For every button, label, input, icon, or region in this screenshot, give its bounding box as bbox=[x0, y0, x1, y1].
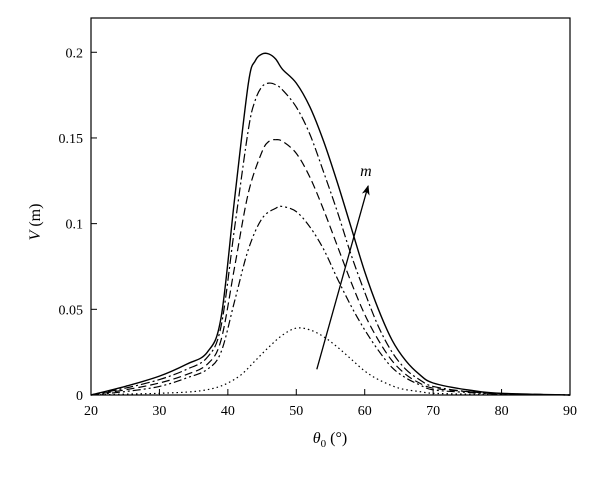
x-tick-label: 60 bbox=[358, 404, 372, 419]
y-tick-label: 0.2 bbox=[66, 46, 84, 61]
m-arrow bbox=[316, 184, 370, 370]
y-tick-label: 0 bbox=[76, 389, 83, 404]
m-annotation-label: m bbox=[360, 163, 372, 180]
x-tick-label: 30 bbox=[152, 404, 166, 419]
plot-frame bbox=[90, 17, 571, 396]
x-tick-label: 40 bbox=[221, 404, 235, 419]
series-line-dashed bbox=[90, 139, 571, 396]
x-tick-label: 20 bbox=[84, 404, 98, 419]
y-tick-label: 0.15 bbox=[59, 132, 84, 147]
series-group bbox=[90, 52, 571, 396]
annotation-group: m bbox=[316, 163, 372, 370]
ticks-group: 20 30 40 50 60 70 80 90 0 0.05 0.1 0.15 0.2 bbox=[59, 46, 578, 419]
series-line-dash-dot bbox=[90, 82, 571, 396]
x-tick-label: 90 bbox=[563, 404, 577, 419]
x-tick-label: 80 bbox=[495, 404, 509, 419]
x-tick-label: 50 bbox=[289, 404, 303, 419]
y-axis-title: V (m) bbox=[27, 204, 44, 241]
y-tick-label: 0.1 bbox=[66, 218, 84, 233]
x-tick-label: 70 bbox=[426, 404, 440, 419]
x-axis-title-unit: (°) bbox=[326, 430, 347, 447]
y-axis-title-var: V bbox=[27, 228, 44, 240]
series-line-dotted bbox=[90, 327, 571, 396]
series-line-dash-dot-dot bbox=[90, 205, 571, 396]
x-axis-title-var: θ bbox=[313, 430, 321, 447]
x-axis-title: θ0 (°) bbox=[313, 430, 347, 450]
y-axis-title-unit: (m) bbox=[27, 204, 44, 231]
series-line-solid bbox=[90, 52, 571, 396]
y-tick-label: 0.05 bbox=[59, 303, 84, 318]
x-axis-title-sub: 0 bbox=[321, 438, 327, 450]
